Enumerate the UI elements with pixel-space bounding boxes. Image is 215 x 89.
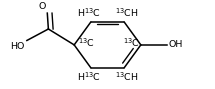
Text: $^{13}$CH: $^{13}$CH <box>115 70 138 83</box>
Text: $^{13}$CH: $^{13}$CH <box>115 7 138 19</box>
Text: H$^{13}$C: H$^{13}$C <box>77 70 101 83</box>
Text: OH: OH <box>169 40 183 49</box>
Text: $^{13}$C: $^{13}$C <box>78 37 95 49</box>
Text: O: O <box>38 2 46 11</box>
Text: $^{13}$C: $^{13}$C <box>123 37 140 49</box>
Text: HO: HO <box>10 42 25 51</box>
Text: H$^{13}$C: H$^{13}$C <box>77 7 101 19</box>
